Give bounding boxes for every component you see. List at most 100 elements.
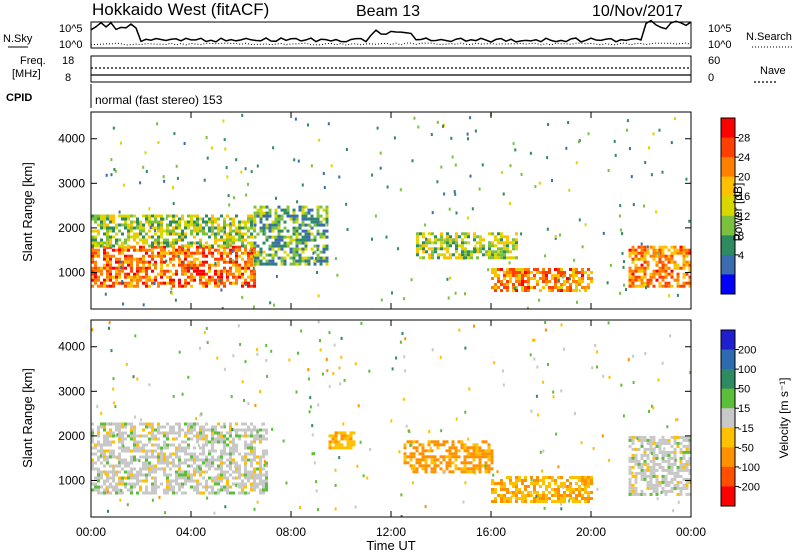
data-cell [244, 440, 247, 444]
data-cell [325, 211, 329, 215]
data-cell [136, 449, 139, 453]
data-cell [244, 260, 247, 264]
data-cell [379, 151, 382, 155]
data-cell [199, 217, 202, 221]
data-cell [676, 471, 680, 475]
data-cell [655, 462, 659, 466]
data-cell [405, 424, 408, 428]
data-cell [596, 487, 599, 491]
data-cell [160, 281, 163, 285]
data-cell [247, 476, 250, 480]
data-cell [503, 485, 506, 488]
data-cell [223, 257, 226, 261]
data-cell [352, 440, 356, 444]
data-cell [411, 481, 414, 485]
data-cell [253, 262, 257, 266]
data-cell [527, 289, 530, 292]
data-cell [241, 235, 244, 239]
data-cell [575, 286, 578, 289]
data-cell [243, 399, 245, 402]
data-cell [220, 257, 223, 261]
data-cell [410, 467, 413, 471]
data-cell [199, 434, 202, 438]
data-cell [481, 455, 485, 459]
data-cell [241, 275, 244, 279]
data-cell [162, 175, 165, 179]
data-cell [590, 497, 593, 500]
data-cell [151, 235, 154, 239]
data-cell [554, 268, 557, 271]
data-cell [688, 281, 691, 285]
data-cell [217, 488, 220, 492]
data-cell [685, 465, 689, 469]
data-cell [148, 455, 151, 459]
data-cell [187, 220, 190, 224]
data-cell [265, 428, 268, 432]
data-cell [229, 452, 232, 456]
data-cell [512, 247, 515, 251]
data-cell [336, 273, 339, 277]
data-cell [91, 482, 94, 486]
data-cell [542, 491, 545, 494]
data-cell [664, 281, 668, 285]
data-cell [121, 479, 124, 483]
data-cell [205, 443, 208, 447]
data-cell [622, 414, 625, 418]
data-cell [658, 275, 662, 279]
data-cell [199, 467, 202, 471]
data-cell [208, 275, 211, 279]
data-cell [581, 494, 584, 497]
data-cell [572, 491, 575, 494]
data-cell [557, 488, 560, 491]
data-cell [297, 351, 299, 355]
data-cell [108, 326, 110, 330]
data-cell [333, 343, 336, 347]
data-cell [103, 434, 106, 438]
data-cell [496, 470, 499, 474]
data-cell [343, 446, 347, 450]
data-cell [460, 461, 464, 465]
data-cell [658, 444, 662, 448]
data-cell [187, 443, 190, 447]
data-cell [253, 446, 256, 450]
data-cell [581, 482, 584, 485]
data-cell [524, 494, 527, 497]
data-cell [497, 238, 500, 242]
data-cell [163, 269, 166, 273]
data-cell [670, 462, 674, 466]
data-cell [250, 422, 253, 426]
data-cell [115, 464, 118, 468]
data-cell [214, 220, 217, 224]
data-cell [464, 241, 467, 245]
data-cell [679, 251, 683, 255]
data-cell [467, 232, 470, 236]
data-cell [130, 431, 133, 435]
data-cell [458, 235, 461, 239]
data-cell [479, 247, 482, 251]
data-cell [121, 422, 124, 426]
data-cell [265, 488, 268, 492]
data-cell [178, 248, 181, 252]
data-cell [500, 482, 503, 485]
data-cell [448, 276, 451, 280]
data-cell [634, 477, 638, 481]
data-cell [539, 497, 542, 500]
data-cell [193, 241, 196, 245]
velocity-ylabel: Slant Range [km] [20, 368, 35, 468]
data-cell [91, 461, 94, 465]
data-cell [235, 446, 238, 450]
data-cell [304, 235, 308, 239]
data-cell [196, 479, 199, 483]
data-cell [220, 458, 223, 462]
freq-label: Freq. [20, 55, 46, 67]
data-cell [91, 431, 94, 435]
data-cell [217, 232, 220, 236]
data-cell [145, 479, 148, 483]
data-cell [103, 241, 106, 245]
data-cell [106, 272, 109, 276]
data-cell [118, 461, 121, 465]
data-cell [154, 434, 157, 438]
data-cell [572, 280, 575, 283]
data-cell [536, 271, 539, 274]
data-cell [253, 205, 257, 209]
